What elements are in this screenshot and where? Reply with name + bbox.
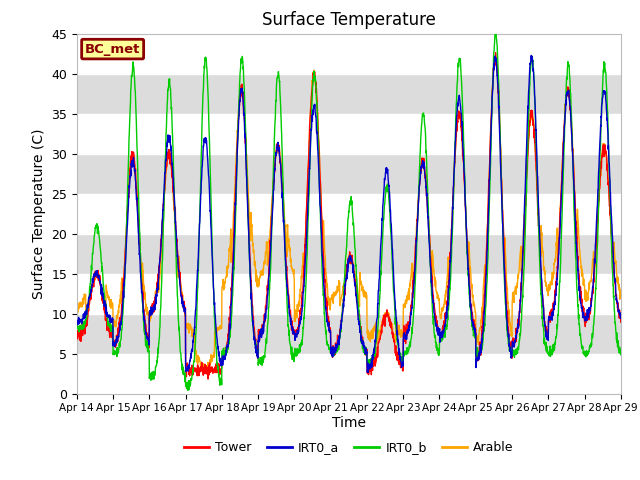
IRT0_a	[376, 251, 384, 256]
IRT0_b	[570, 170, 577, 176]
IRT0_b	[376, 278, 384, 284]
IRT0_b	[225, 340, 232, 346]
Bar	[77, 313, 621, 354]
IRT0_b	[184, 387, 192, 393]
Arable	[491, 54, 499, 60]
Tower	[584, 315, 592, 321]
IRT0_a	[365, 365, 372, 371]
IRT0_a	[507, 354, 515, 360]
Bar	[77, 154, 621, 193]
IRT0_a	[570, 170, 577, 176]
Tower	[570, 154, 577, 160]
Legend: Tower, IRT0_a, IRT0_b, Arable: Tower, IRT0_a, IRT0_b, Arable	[179, 436, 518, 459]
Arable	[376, 325, 384, 331]
Tower	[73, 335, 81, 341]
Title: Surface Temperature: Surface Temperature	[262, 11, 436, 29]
IRT0_a	[527, 52, 535, 58]
Line: IRT0_b: IRT0_b	[77, 32, 621, 390]
Line: Tower: Tower	[77, 53, 621, 379]
IRT0_a	[364, 370, 372, 375]
Tower	[617, 319, 625, 325]
Arable	[73, 308, 81, 313]
X-axis label: Time: Time	[332, 416, 366, 430]
Arable	[365, 336, 372, 342]
IRT0_b	[617, 352, 625, 358]
IRT0_b	[73, 324, 81, 329]
Tower	[225, 324, 232, 329]
Arable	[584, 289, 592, 295]
Arable	[508, 333, 515, 338]
IRT0_b	[492, 29, 500, 35]
Tower	[508, 348, 515, 354]
Tower	[204, 376, 212, 382]
Bar	[77, 73, 621, 114]
IRT0_b	[584, 350, 592, 356]
IRT0_b	[365, 360, 372, 365]
Text: BC_met: BC_met	[85, 43, 140, 56]
IRT0_b	[508, 344, 515, 350]
IRT0_a	[584, 314, 592, 320]
Line: IRT0_a: IRT0_a	[77, 55, 621, 372]
Tower	[492, 50, 499, 56]
Y-axis label: Surface Temperature (C): Surface Temperature (C)	[31, 128, 45, 299]
IRT0_a	[617, 313, 625, 319]
Bar	[77, 234, 621, 274]
Tower	[376, 333, 384, 339]
Arable	[570, 156, 577, 162]
IRT0_a	[73, 318, 81, 324]
Arable	[200, 372, 207, 377]
Tower	[365, 372, 372, 377]
Arable	[225, 256, 232, 262]
IRT0_a	[225, 336, 232, 342]
Line: Arable: Arable	[77, 57, 621, 374]
Arable	[617, 288, 625, 294]
